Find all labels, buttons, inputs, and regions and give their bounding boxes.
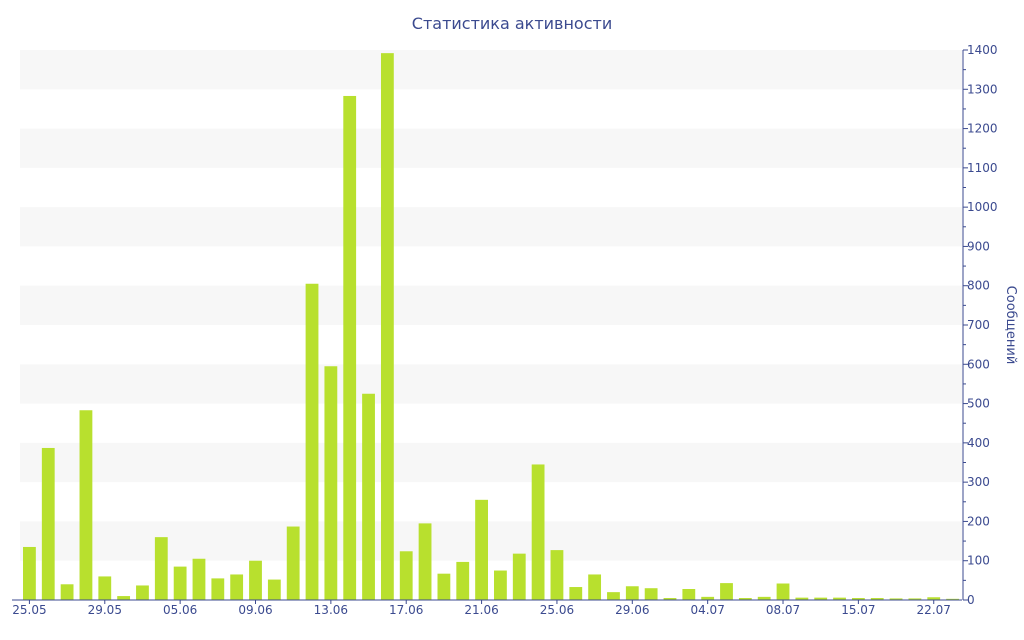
y-tick-label: 1400 [967, 43, 998, 57]
bars [23, 53, 959, 600]
y-tick-label: 0 [967, 593, 975, 607]
grid-band [20, 128, 962, 168]
bar [211, 578, 225, 600]
bar [418, 523, 432, 600]
grid-bands [20, 50, 962, 561]
grid-band [20, 50, 962, 90]
bar [531, 464, 545, 600]
bar [475, 499, 488, 600]
bar [79, 410, 93, 600]
y-tick-label: 100 [967, 554, 990, 568]
bar [267, 579, 281, 600]
grid-band [20, 207, 962, 247]
y-tick-label: 600 [967, 357, 990, 371]
y-tick-label: 800 [967, 279, 990, 293]
x-tick-label: 09.06 [238, 603, 272, 617]
bar [833, 597, 846, 600]
y-axis: 0 100 200 300 400 500 600 700 800 900 1000 1100 1200… [962, 43, 998, 607]
y-tick-label: 500 [967, 397, 990, 411]
bar [494, 570, 507, 600]
bar [588, 574, 602, 600]
bar [23, 546, 36, 600]
bar [173, 566, 187, 600]
bar [720, 583, 733, 600]
bar [437, 573, 451, 600]
bar [117, 596, 131, 600]
x-tick-label: 25.05 [12, 603, 46, 617]
bar [154, 537, 168, 600]
x-tick-label: 05.06 [163, 603, 197, 617]
bar [946, 598, 959, 600]
x-tick-label: 17.06 [389, 603, 423, 617]
y-tick-label: 1300 [967, 82, 998, 96]
bar [757, 596, 771, 600]
bar [305, 283, 319, 600]
bar [249, 560, 262, 600]
bar [192, 558, 206, 600]
x-tick-label: 21.06 [464, 603, 498, 617]
x-tick-label: 13.06 [314, 603, 348, 617]
x-tick-label: 15.07 [841, 603, 875, 617]
bar [399, 551, 413, 600]
bar [324, 366, 338, 600]
y-tick-label: 700 [967, 318, 990, 332]
bar [851, 598, 865, 600]
x-axis: 25.05 29.05 05.06 09.06 13.06 17.06 21.06 25.06… [12, 599, 962, 617]
bar [60, 584, 74, 600]
grid-band [20, 442, 962, 483]
bar [776, 583, 790, 600]
bar [927, 597, 941, 600]
bar [870, 598, 884, 600]
x-tick-label: 29.06 [615, 603, 649, 617]
y-tick-label: 300 [967, 475, 990, 489]
y-axis-title: Сообщений [1003, 286, 1018, 365]
y-tick-label: 900 [967, 239, 990, 253]
bar [550, 550, 564, 600]
bar [682, 589, 696, 600]
bar [362, 393, 375, 600]
grid-band [20, 364, 962, 404]
x-tick-label: 22.07 [917, 603, 951, 617]
bar [701, 596, 715, 600]
grid-band [20, 285, 962, 325]
y-tick-label: 1100 [967, 161, 998, 175]
bar [343, 95, 357, 600]
y-tick-label: 1200 [967, 122, 998, 136]
bar [644, 588, 658, 600]
bar [456, 561, 470, 600]
bar [512, 553, 526, 600]
y-tick-label: 200 [967, 514, 990, 528]
bar [625, 586, 639, 600]
bar [795, 597, 809, 600]
grid-band [20, 521, 962, 561]
bar [908, 598, 922, 600]
bar [663, 598, 677, 600]
x-tick-label: 08.07 [766, 603, 800, 617]
bar [814, 597, 828, 600]
chart-title: Статистика активности [411, 14, 613, 33]
bar [136, 585, 149, 600]
y-tick-label: 1000 [967, 200, 998, 214]
bar [98, 576, 112, 600]
x-tick-label: 29.05 [88, 603, 122, 617]
y-tick-label: 400 [967, 436, 990, 450]
bar [286, 526, 300, 600]
bar [889, 598, 903, 600]
bar [41, 447, 55, 600]
bar [380, 53, 394, 600]
x-tick-label: 04.07 [690, 603, 724, 617]
bar [738, 598, 752, 600]
bar [569, 587, 583, 600]
bar [607, 592, 620, 600]
bar [230, 574, 244, 600]
x-tick-label: 25.06 [540, 603, 574, 617]
